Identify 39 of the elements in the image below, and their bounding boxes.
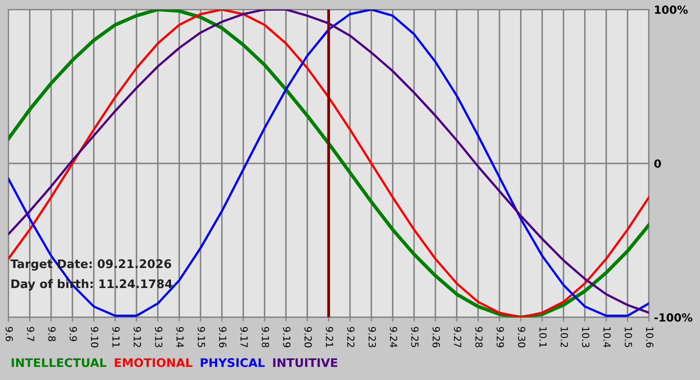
x-tick-label: 9.20 [304, 326, 312, 348]
x-tick-label: 9.7 [26, 326, 34, 341]
x-tick-label: 9.12 [134, 326, 142, 347]
x-tick-label: 9.22 [347, 326, 355, 347]
x-tick-label: 9.8 [48, 326, 56, 342]
x-tick-label: 9.16 [219, 326, 226, 348]
annotation: Target Date: 09.21.2026 [10, 259, 172, 271]
x-tick-label: 9.17 [240, 326, 248, 348]
x-tick-label: 9.26 [432, 326, 440, 348]
x-tick-label: 9.10 [90, 326, 98, 348]
x-tick-label: 9.25 [411, 326, 419, 348]
x-tick-label: 10.1 [539, 327, 547, 348]
x-tick-label: 9.21 [326, 326, 334, 348]
x-tick-label: 9.29 [496, 326, 504, 348]
y-tick-label: 0 [654, 159, 661, 168]
x-tick-label: 9.18 [262, 326, 270, 348]
x-tick-label: 9.9 [70, 326, 77, 342]
x-tick-label: 9.27 [454, 326, 462, 348]
x-tick-label: 9.6 [6, 326, 13, 342]
x-tick-label: 9.14 [176, 326, 184, 348]
x-tick-label: 9.13 [155, 326, 162, 348]
text: EMOTIONAL [114, 358, 192, 368]
x-tick-label: 10.2 [560, 327, 568, 347]
x-tick-label: 9.24 [390, 326, 398, 348]
x-tick-label: 10.5 [624, 327, 632, 348]
text: INTELLECTUAL [12, 358, 106, 368]
x-tick-label: 9.23 [368, 326, 376, 348]
x-tick-label: 9.19 [283, 326, 290, 348]
x-tick-label: 9.11 [112, 326, 120, 348]
x-tick-label: 9.28 [475, 326, 483, 348]
x-tick-label: 9.15 [198, 326, 206, 348]
x-tick-label: 10.6 [646, 327, 654, 348]
text: INTUITIVE [273, 358, 338, 368]
text: PHYSICAL [200, 358, 265, 368]
x-tick-label: 10.4 [603, 327, 611, 348]
x-tick-label: 10.3 [582, 327, 590, 348]
x-tick-label: 9.30 [518, 326, 526, 348]
y-tick-label: -100% [654, 313, 692, 322]
y-tick-label: 100% [655, 5, 688, 14]
